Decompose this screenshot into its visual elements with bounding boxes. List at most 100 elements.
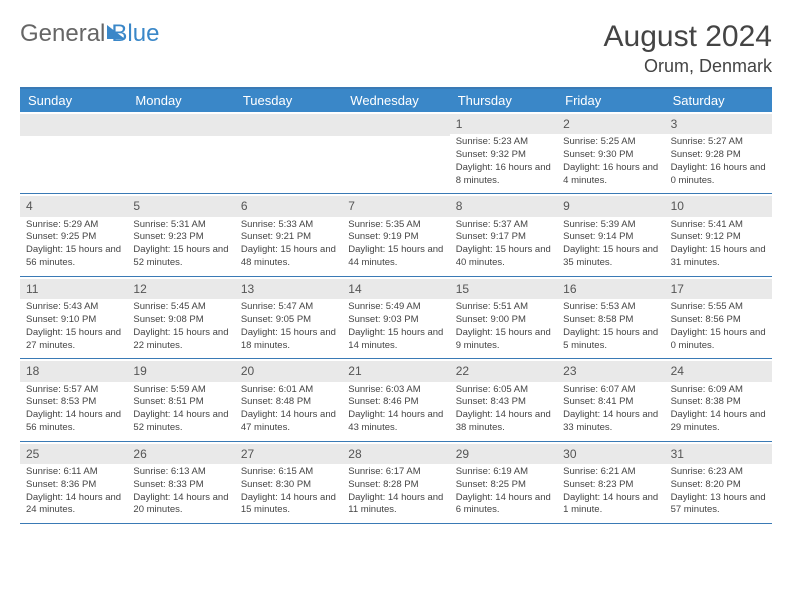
daylight-text: Daylight: 16 hours and 4 minutes. <box>563 162 658 188</box>
day-number: 10 <box>665 196 772 216</box>
brand-part1: General <box>20 20 105 48</box>
sunrise-text: Sunrise: 5:41 AM <box>671 219 766 232</box>
daylight-text: Daylight: 15 hours and 40 minutes. <box>456 244 551 270</box>
day-cell: 3Sunrise: 5:27 AMSunset: 9:28 PMDaylight… <box>665 112 772 193</box>
daylight-text: Daylight: 15 hours and 44 minutes. <box>348 244 443 270</box>
sunrise-text: Sunrise: 6:17 AM <box>348 466 443 479</box>
day-number: 23 <box>557 361 664 381</box>
daylight-text: Daylight: 14 hours and 56 minutes. <box>26 409 121 435</box>
daylight-text: Daylight: 14 hours and 29 minutes. <box>671 409 766 435</box>
sunrise-text: Sunrise: 6:19 AM <box>456 466 551 479</box>
day-number: 15 <box>450 279 557 299</box>
weekday-header-row: Sunday Monday Tuesday Wednesday Thursday… <box>20 89 772 112</box>
day-number: 25 <box>20 444 127 464</box>
day-cell: 17Sunrise: 5:55 AMSunset: 8:56 PMDayligh… <box>665 277 772 358</box>
day-cell: 22Sunrise: 6:05 AMSunset: 8:43 PMDayligh… <box>450 359 557 440</box>
day-cell: 25Sunrise: 6:11 AMSunset: 8:36 PMDayligh… <box>20 442 127 523</box>
sunset-text: Sunset: 9:00 PM <box>456 314 551 327</box>
day-cell: 30Sunrise: 6:21 AMSunset: 8:23 PMDayligh… <box>557 442 664 523</box>
empty-cell <box>235 112 342 193</box>
day-cell: 26Sunrise: 6:13 AMSunset: 8:33 PMDayligh… <box>127 442 234 523</box>
sunrise-text: Sunrise: 6:15 AM <box>241 466 336 479</box>
daylight-text: Daylight: 14 hours and 24 minutes. <box>26 492 121 518</box>
day-number: 12 <box>127 279 234 299</box>
daylight-text: Daylight: 14 hours and 38 minutes. <box>456 409 551 435</box>
daylight-text: Daylight: 15 hours and 14 minutes. <box>348 327 443 353</box>
day-number: 4 <box>20 196 127 216</box>
daylight-text: Daylight: 15 hours and 9 minutes. <box>456 327 551 353</box>
daylight-text: Daylight: 15 hours and 18 minutes. <box>241 327 336 353</box>
day-number: 27 <box>235 444 342 464</box>
day-cell: 12 Sunrise: 5:45 AMSunset: 9:08 PMDayligh… <box>127 277 234 358</box>
sunrise-text: Sunrise: 5:59 AM <box>133 384 228 397</box>
day-cell: 5Sunrise: 5:31 AMSunset: 9:23 PMDaylight… <box>127 194 234 275</box>
daylight-text: Daylight: 15 hours and 35 minutes. <box>563 244 658 270</box>
calendar: Sunday Monday Tuesday Wednesday Thursday… <box>20 87 772 524</box>
day-number: 6 <box>235 196 342 216</box>
day-number: 30 <box>557 444 664 464</box>
sunrise-text: Sunrise: 6:05 AM <box>456 384 551 397</box>
sunset-text: Sunset: 9:23 PM <box>133 231 228 244</box>
sunset-text: Sunset: 8:23 PM <box>563 479 658 492</box>
sunset-text: Sunset: 8:46 PM <box>348 396 443 409</box>
sunset-text: Sunset: 9:28 PM <box>671 149 766 162</box>
day-number: 22 <box>450 361 557 381</box>
sunrise-text: Sunrise: 5:55 AM <box>671 301 766 314</box>
empty-cell <box>127 112 234 193</box>
day-number: 9 <box>557 196 664 216</box>
day-number: 20 <box>235 361 342 381</box>
sunrise-text: Sunrise: 5:33 AM <box>241 219 336 232</box>
daylight-text: Daylight: 15 hours and 48 minutes. <box>241 244 336 270</box>
day-cell: 19Sunrise: 5:59 AMSunset: 8:51 PMDayligh… <box>127 359 234 440</box>
header: General Blue August 2024 Orum, Denmark <box>20 20 772 77</box>
day-number <box>20 114 127 136</box>
daylight-text: Daylight: 15 hours and 0 minutes. <box>671 327 766 353</box>
sunrise-text: Sunrise: 6:13 AM <box>133 466 228 479</box>
sunset-text: Sunset: 9:19 PM <box>348 231 443 244</box>
sunset-text: Sunset: 9:08 PM <box>133 314 228 327</box>
daylight-text: Daylight: 14 hours and 15 minutes. <box>241 492 336 518</box>
daylight-text: Daylight: 15 hours and 56 minutes. <box>26 244 121 270</box>
daylight-text: Daylight: 14 hours and 1 minute. <box>563 492 658 518</box>
sunrise-text: Sunrise: 5:57 AM <box>26 384 121 397</box>
day-cell: 20Sunrise: 6:01 AMSunset: 8:48 PMDayligh… <box>235 359 342 440</box>
sunset-text: Sunset: 8:53 PM <box>26 396 121 409</box>
daylight-text: Daylight: 15 hours and 27 minutes. <box>26 327 121 353</box>
sunrise-text: Sunrise: 5:53 AM <box>563 301 658 314</box>
sunset-text: Sunset: 9:12 PM <box>671 231 766 244</box>
day-number: 14 <box>342 279 449 299</box>
sunrise-text: Sunrise: 6:11 AM <box>26 466 121 479</box>
weekday-header: Monday <box>127 89 234 112</box>
sunset-text: Sunset: 9:05 PM <box>241 314 336 327</box>
sunset-text: Sunset: 9:03 PM <box>348 314 443 327</box>
sunrise-text: Sunrise: 5:31 AM <box>133 219 228 232</box>
day-cell: 18Sunrise: 5:57 AMSunset: 8:53 PMDayligh… <box>20 359 127 440</box>
week-row: 4Sunrise: 5:29 AMSunset: 9:25 PMDaylight… <box>20 194 772 276</box>
week-row: 25Sunrise: 6:11 AMSunset: 8:36 PMDayligh… <box>20 442 772 524</box>
day-number: 11 <box>20 279 127 299</box>
day-cell: 2Sunrise: 5:25 AMSunset: 9:30 PMDaylight… <box>557 112 664 193</box>
sunrise-text: Sunrise: 5:47 AM <box>241 301 336 314</box>
daylight-text: Daylight: 15 hours and 22 minutes. <box>133 327 228 353</box>
day-cell: 4Sunrise: 5:29 AMSunset: 9:25 PMDaylight… <box>20 194 127 275</box>
day-number <box>235 114 342 136</box>
daylight-text: Daylight: 14 hours and 43 minutes. <box>348 409 443 435</box>
sunset-text: Sunset: 9:30 PM <box>563 149 658 162</box>
day-cell: 9Sunrise: 5:39 AMSunset: 9:14 PMDaylight… <box>557 194 664 275</box>
day-cell: 14Sunrise: 5:49 AMSunset: 9:03 PMDayligh… <box>342 277 449 358</box>
day-number: 29 <box>450 444 557 464</box>
sunrise-text: Sunrise: 5:45 AM <box>133 301 228 314</box>
day-cell: 23Sunrise: 6:07 AMSunset: 8:41 PMDayligh… <box>557 359 664 440</box>
day-number: 13 <box>235 279 342 299</box>
sunset-text: Sunset: 8:48 PM <box>241 396 336 409</box>
day-number <box>342 114 449 136</box>
weekday-header: Sunday <box>20 89 127 112</box>
sunset-text: Sunset: 9:21 PM <box>241 231 336 244</box>
weekday-header: Friday <box>557 89 664 112</box>
sunset-text: Sunset: 9:10 PM <box>26 314 121 327</box>
daylight-text: Daylight: 16 hours and 8 minutes. <box>456 162 551 188</box>
sunrise-text: Sunrise: 5:25 AM <box>563 136 658 149</box>
day-cell: 29Sunrise: 6:19 AMSunset: 8:25 PMDayligh… <box>450 442 557 523</box>
week-row: 18Sunrise: 5:57 AMSunset: 8:53 PMDayligh… <box>20 359 772 441</box>
daylight-text: Daylight: 14 hours and 47 minutes. <box>241 409 336 435</box>
